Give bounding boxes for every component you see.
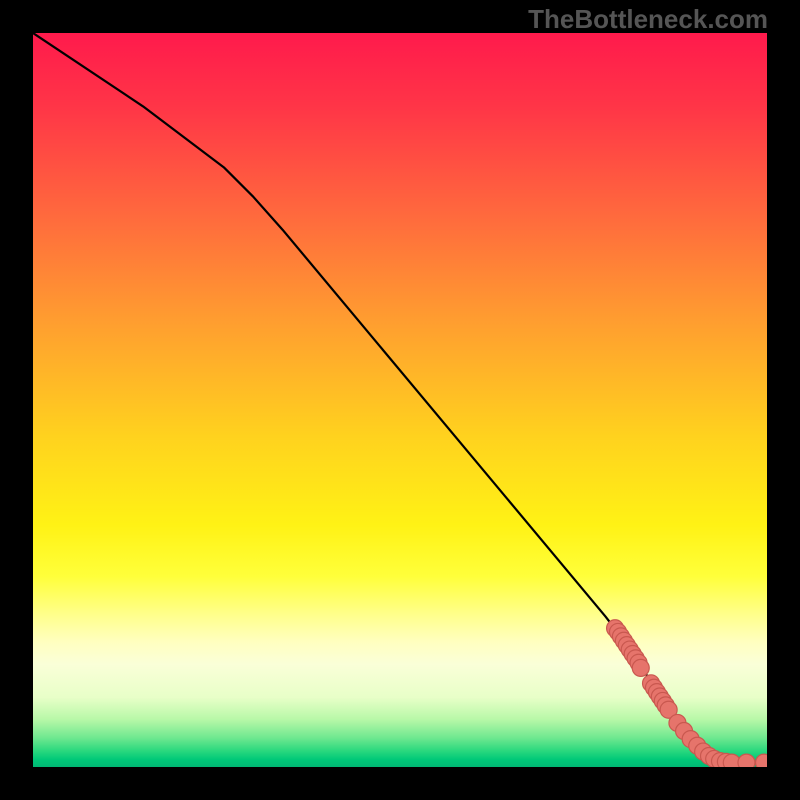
chart-frame: TheBottleneck.com [0, 0, 800, 800]
plot-area [33, 33, 767, 767]
watermark-label: TheBottleneck.com [528, 4, 768, 35]
scatter-point [738, 754, 755, 767]
plot-svg [33, 33, 767, 767]
gradient-background [33, 33, 767, 767]
scatter-point [632, 659, 649, 676]
